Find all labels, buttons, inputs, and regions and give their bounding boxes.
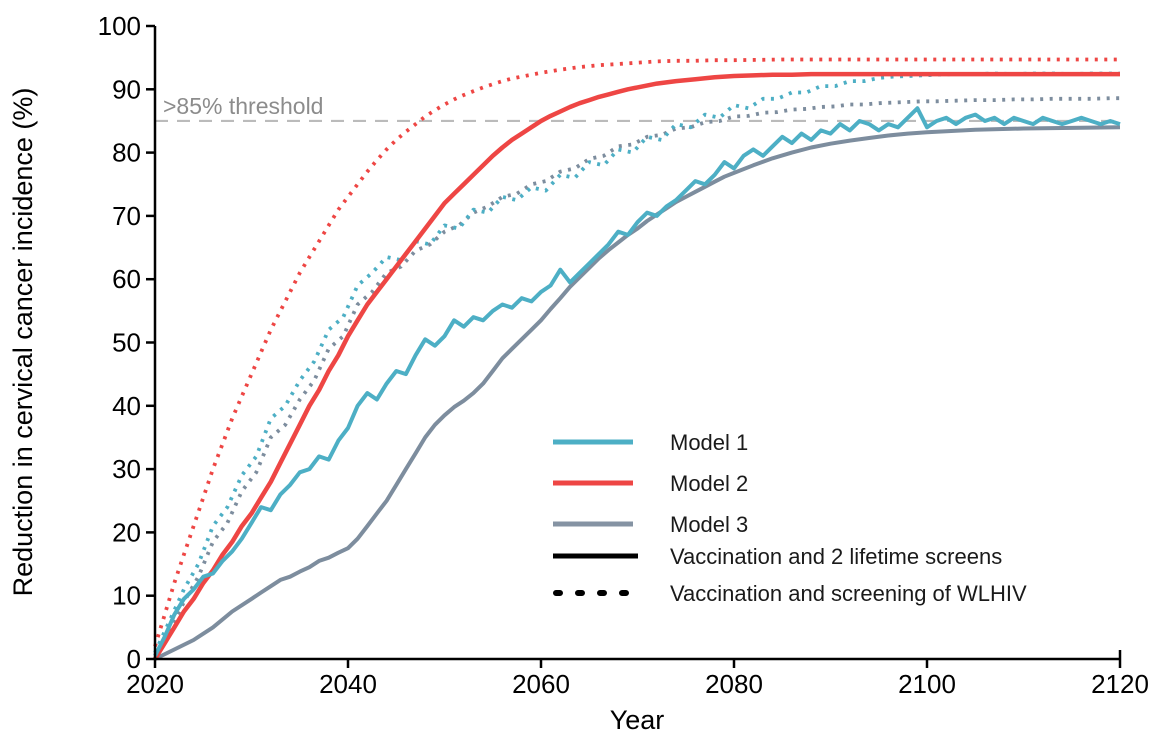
x-tick-label: 2020	[126, 669, 184, 699]
y-tick-label: 40	[112, 391, 141, 421]
axes-layer: 0 10 20 30 40 50 60 70 80 90 100 2020 2040 2060 2080 21…	[98, 11, 1149, 699]
y-tick-label: 100	[98, 11, 141, 41]
y-tick-label: 30	[112, 454, 141, 484]
y-tick-label: 70	[112, 201, 141, 231]
legend-label-model3: Model 3	[670, 512, 748, 537]
x-axis-title: Year	[610, 705, 665, 735]
series-model1-solid-line	[153, 106, 1121, 657]
legend-label-model1: Model 1	[670, 430, 748, 455]
y-tick-label: 60	[112, 264, 141, 294]
legend-label-dotted-linetype: Vaccination and screening of WLHIV	[670, 581, 1027, 606]
x-tick-label: 2080	[705, 669, 763, 699]
threshold-label: >85% threshold	[163, 93, 323, 119]
legend-label-solid-linetype: Vaccination and 2 lifetime screens	[670, 544, 1002, 569]
x-tick-label: 2040	[319, 669, 377, 699]
x-tick-label: 2100	[898, 669, 956, 699]
y-tick-label: 10	[112, 581, 141, 611]
plot-series-layer	[153, 57, 1121, 661]
y-tick-label: 0	[127, 644, 141, 674]
series-model3-dotted-line	[153, 96, 1120, 657]
y-tick-label: 90	[112, 74, 141, 104]
legend: Model 1 Model 2 Model 3 Vaccination and …	[553, 430, 1027, 606]
series-model2-solid-line	[153, 71, 1120, 661]
y-axis-title: Reduction in cervical cancer incidence (…	[8, 88, 38, 597]
y-tick-label: 50	[112, 328, 141, 358]
x-tick-label: 2060	[512, 669, 570, 699]
series-model3-solid-line	[154, 125, 1121, 661]
y-tick-label: 20	[112, 517, 141, 547]
x-tick-label: 2120	[1091, 669, 1149, 699]
y-tick-label: 80	[112, 138, 141, 168]
legend-label-model2: Model 2	[670, 471, 748, 496]
